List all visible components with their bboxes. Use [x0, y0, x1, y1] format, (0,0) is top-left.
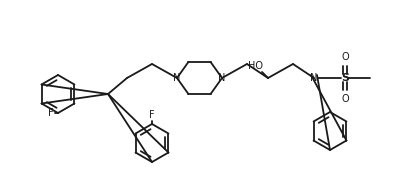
Text: N: N — [310, 73, 318, 83]
Text: S: S — [341, 73, 349, 83]
Text: F: F — [149, 110, 155, 120]
Text: N: N — [173, 73, 181, 83]
Text: N: N — [218, 73, 226, 83]
Text: HO: HO — [248, 61, 263, 71]
Text: F: F — [48, 108, 54, 118]
Text: O: O — [341, 52, 349, 62]
Text: O: O — [341, 94, 349, 104]
